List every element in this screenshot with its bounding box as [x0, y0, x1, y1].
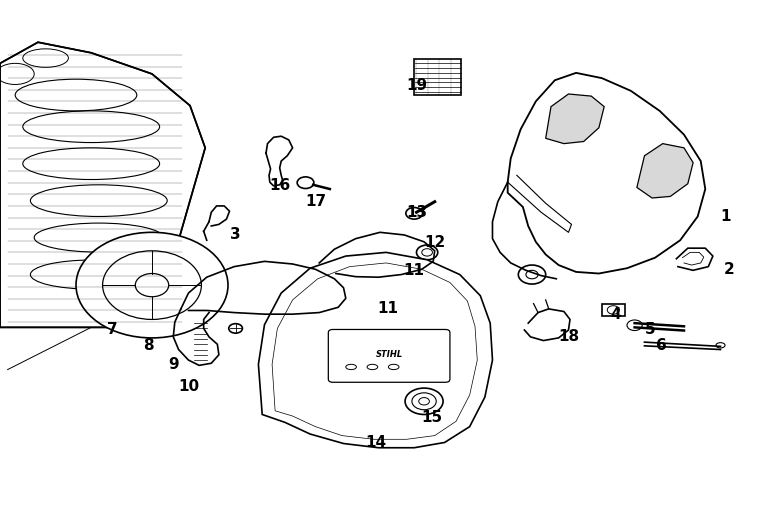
Circle shape [76, 232, 228, 338]
Polygon shape [508, 73, 705, 274]
Text: 17: 17 [305, 194, 326, 209]
Text: 11: 11 [404, 263, 425, 278]
Bar [368, 279, 389, 289]
Bar [388, 281, 410, 291]
Text: 12: 12 [424, 235, 445, 250]
Text: 16: 16 [269, 178, 290, 193]
Text: 18: 18 [558, 329, 579, 344]
Polygon shape [546, 94, 604, 144]
Polygon shape [0, 42, 205, 327]
Text: 3: 3 [230, 228, 241, 242]
Text: 6: 6 [656, 338, 667, 353]
Text: 2: 2 [724, 262, 735, 277]
Text: 10: 10 [178, 379, 199, 394]
Text: 7: 7 [107, 323, 118, 337]
Text: STIHL: STIHL [375, 350, 403, 360]
Text: 19: 19 [406, 78, 427, 93]
Bar [414, 59, 461, 95]
Text: 8: 8 [143, 338, 154, 353]
Text: 5: 5 [644, 323, 655, 337]
Text: 9: 9 [168, 357, 179, 372]
Text: 15: 15 [421, 410, 442, 425]
Text: 11: 11 [377, 301, 398, 316]
Text: 1: 1 [720, 209, 731, 224]
Bar [602, 304, 625, 316]
Text: 4: 4 [610, 307, 621, 322]
Polygon shape [637, 144, 693, 198]
Text: 13: 13 [406, 205, 427, 220]
Text: 14: 14 [366, 435, 387, 450]
Polygon shape [258, 252, 492, 448]
